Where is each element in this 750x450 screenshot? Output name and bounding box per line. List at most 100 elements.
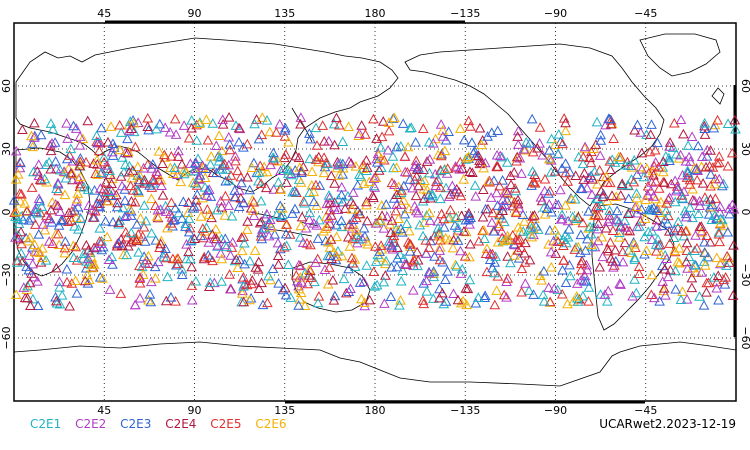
observation-marker (361, 196, 372, 207)
observation-marker (74, 140, 86, 150)
observation-marker (183, 226, 195, 237)
observation-marker (195, 162, 207, 172)
observation-marker (155, 238, 167, 249)
observation-marker (633, 261, 645, 271)
observation-marker (505, 170, 516, 180)
observation-marker (699, 120, 710, 131)
observation-marker (687, 194, 699, 205)
observation-marker (186, 261, 198, 272)
observation-marker (49, 137, 61, 147)
observation-marker (713, 226, 725, 237)
observation-marker (389, 179, 400, 190)
observation-marker (241, 224, 253, 234)
observation-marker (247, 205, 259, 215)
observation-marker (397, 265, 408, 275)
observation-marker (52, 200, 64, 211)
observation-marker (496, 151, 508, 162)
observation-marker (411, 246, 423, 257)
observation-marker (516, 286, 527, 297)
observation-marker (566, 194, 577, 204)
observation-marker (36, 201, 48, 211)
observation-marker (256, 112, 268, 122)
observation-marker (224, 138, 236, 149)
observation-marker (456, 210, 467, 221)
observation-marker (592, 223, 604, 234)
observation-marker (549, 139, 561, 150)
observation-marker (569, 244, 581, 254)
observation-marker (94, 223, 106, 233)
observation-marker (519, 237, 531, 248)
observation-marker (376, 131, 388, 142)
legend-item-c2e2: C2E2 (75, 417, 107, 431)
observation-marker (435, 150, 447, 161)
observation-marker (418, 277, 430, 288)
observation-marker (458, 173, 470, 184)
observation-marker (239, 258, 251, 269)
observation-marker (132, 234, 143, 245)
observation-marker (391, 261, 403, 272)
observation-marker (646, 269, 658, 280)
observation-marker (379, 298, 390, 308)
top-lon-label: 135 (274, 7, 295, 20)
observation-marker (623, 160, 634, 170)
observation-marker (212, 151, 224, 161)
observation-marker (91, 241, 102, 252)
observation-marker (715, 257, 727, 268)
observation-marker (259, 222, 270, 233)
observation-marker (509, 196, 520, 207)
observation-marker (528, 289, 539, 299)
observation-marker (492, 236, 504, 247)
observation-marker (133, 246, 144, 257)
observation-marker (39, 224, 51, 235)
observation-marker (424, 154, 436, 164)
observation-marker (672, 183, 684, 194)
observation-marker (45, 118, 57, 128)
observation-marker (268, 154, 279, 165)
observation-marker (520, 136, 532, 147)
observation-marker (125, 227, 137, 238)
observation-marker (392, 252, 403, 263)
observation-marker (339, 203, 351, 213)
observation-marker (295, 118, 306, 129)
observation-marker (629, 252, 640, 263)
left-lat-label: 60 (0, 79, 13, 93)
observation-marker (257, 223, 268, 234)
observation-marker (263, 270, 274, 281)
observation-marker (447, 242, 459, 253)
observation-marker (343, 156, 355, 166)
observation-marker (308, 186, 320, 197)
observation-marker (358, 159, 369, 169)
observation-marker (548, 235, 559, 246)
observation-marker (370, 172, 382, 182)
observation-marker (10, 145, 22, 156)
observation-marker (719, 220, 730, 231)
observation-marker (556, 213, 568, 224)
observation-marker (680, 211, 692, 222)
observation-marker (59, 189, 71, 200)
observation-marker (201, 190, 213, 200)
observation-marker (158, 251, 170, 262)
right-lat-label: −30 (739, 263, 750, 286)
observation-marker (524, 138, 536, 148)
observation-marker (492, 200, 503, 210)
observation-marker (94, 192, 105, 203)
observation-marker (261, 114, 273, 125)
observation-marker (362, 238, 374, 249)
observation-marker (661, 197, 672, 208)
observation-marker (74, 156, 86, 166)
observation-marker (39, 173, 50, 184)
observation-marker (371, 133, 382, 143)
observation-marker (646, 225, 658, 236)
legend-item-c2e4: C2E4 (165, 417, 197, 431)
observation-marker (44, 140, 56, 150)
observation-marker (712, 114, 723, 125)
observation-marker (512, 245, 524, 255)
observation-marker (711, 157, 723, 168)
top-lon-label: 45 (97, 7, 111, 20)
observation-marker (236, 288, 248, 298)
observation-marker (293, 259, 305, 270)
observation-marker (672, 216, 684, 227)
observation-marker (708, 122, 720, 133)
observation-marker (550, 199, 562, 209)
observation-marker (543, 188, 554, 198)
